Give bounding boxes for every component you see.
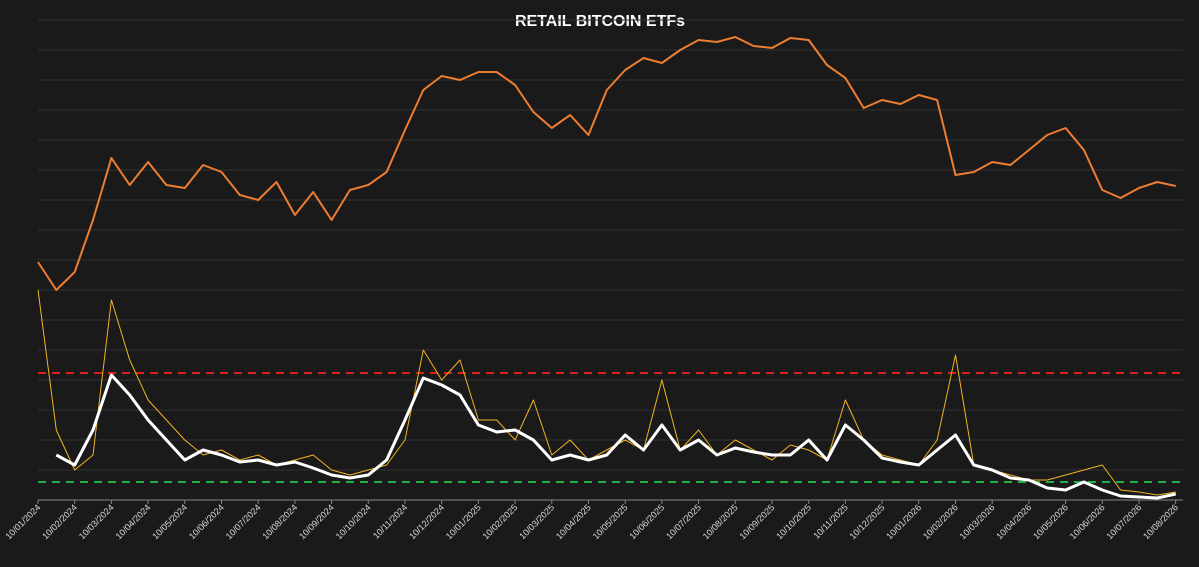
chart-title: RETAIL BITCOIN ETFs: [515, 13, 685, 30]
series-line: [55, 373, 1177, 500]
series-line: [37, 36, 1176, 291]
